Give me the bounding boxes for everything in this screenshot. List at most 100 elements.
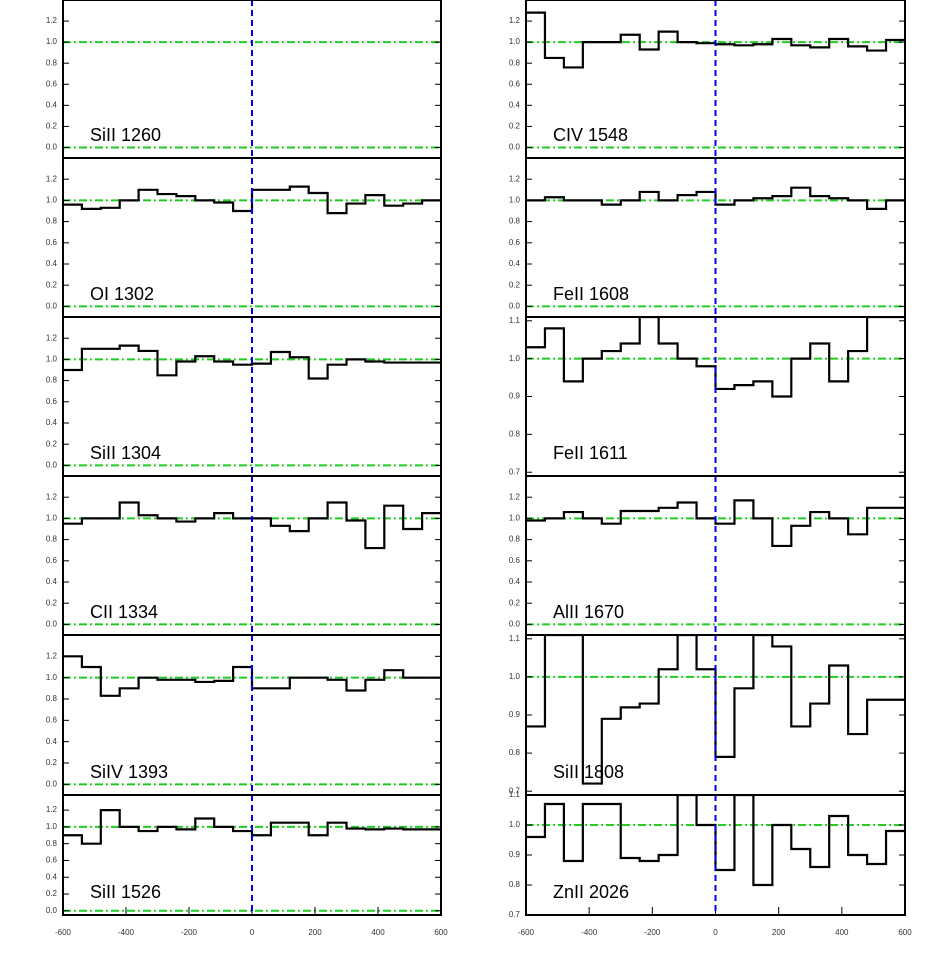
y-tick-label: 1.2 <box>509 16 521 25</box>
y-tick-label: 1.1 <box>509 790 521 799</box>
panel-frame <box>525 794 906 916</box>
line-label: CII 1334 <box>90 602 158 622</box>
x-tick-label: 200 <box>772 928 786 937</box>
y-tick-label: 1.2 <box>46 16 58 25</box>
y-tick-label: 1.0 <box>509 354 521 363</box>
x-tick-label: -600 <box>518 928 535 937</box>
line-label: SiII 1260 <box>90 125 161 145</box>
y-tick-label: 1.2 <box>509 492 521 501</box>
y-tick-label: 0.2 <box>46 122 58 131</box>
y-tick-label: 0.2 <box>46 598 58 607</box>
panel-frame <box>62 794 442 916</box>
y-tick-label: 0.0 <box>46 143 58 152</box>
y-tick-label: 0.0 <box>509 620 521 629</box>
y-tick-label: 0.8 <box>509 429 521 438</box>
y-tick-label: 0.2 <box>46 889 58 898</box>
y-tick-label: 0.0 <box>46 906 58 915</box>
line-label: SiII 1526 <box>90 882 161 902</box>
x-tick-label: 400 <box>371 928 385 937</box>
y-tick-label: 0.4 <box>509 259 521 268</box>
y-tick-label: 0.9 <box>509 392 521 401</box>
y-tick-label: 0.8 <box>509 748 521 757</box>
y-tick-label: 1.0 <box>509 514 521 523</box>
y-tick-label: 1.2 <box>46 651 58 660</box>
y-tick-label: 0.8 <box>46 217 58 226</box>
y-tick-label: 0.4 <box>509 577 521 586</box>
spectrum-step <box>63 809 441 845</box>
y-tick-label: 1.0 <box>46 37 58 46</box>
y-tick-label: 0.4 <box>46 737 58 746</box>
y-tick-label: 0.9 <box>509 850 521 859</box>
y-tick-label: 1.0 <box>46 514 58 523</box>
y-tick-label: 0.6 <box>509 79 521 88</box>
y-tick-label: 0.6 <box>509 238 521 247</box>
y-tick-label: 0.2 <box>509 280 521 289</box>
line-label: ZnII 2026 <box>553 882 629 902</box>
x-tick-label: -600 <box>55 928 72 937</box>
y-tick-label: 0.7 <box>509 786 521 795</box>
y-tick-label: 0.2 <box>509 122 521 131</box>
x-tick-label: 200 <box>308 928 322 937</box>
y-tick-label: 0.9 <box>509 710 521 719</box>
x-tick-label: 600 <box>434 928 448 937</box>
y-tick-label: 1.0 <box>509 196 521 205</box>
line-label: FeII 1608 <box>553 284 629 304</box>
y-tick-label: 1.2 <box>46 333 58 342</box>
y-tick-label: 1.1 <box>509 316 521 325</box>
y-tick-label: 0.6 <box>46 397 58 406</box>
spectrum-step <box>63 344 441 380</box>
y-tick-label: 0.6 <box>46 79 58 88</box>
line-label: SiIV 1393 <box>90 762 168 782</box>
y-tick-label: 0.8 <box>46 694 58 703</box>
y-tick-label: 0.4 <box>46 872 58 881</box>
y-tick-label: 0.2 <box>509 598 521 607</box>
line-label: AlII 1670 <box>553 602 624 622</box>
y-tick-label: 0.6 <box>509 556 521 565</box>
y-tick-label: 0.8 <box>509 58 521 67</box>
spectrum-step <box>526 635 905 785</box>
y-tick-label: 0.0 <box>46 461 58 470</box>
y-tick-label: 0.0 <box>46 779 58 788</box>
y-tick-label: 0.4 <box>46 577 58 586</box>
x-tick-label: 400 <box>835 928 849 937</box>
y-tick-label: 1.1 <box>509 634 521 643</box>
y-tick-label: 1.0 <box>46 196 58 205</box>
y-tick-label: 0.6 <box>46 238 58 247</box>
x-tick-label: -200 <box>181 928 198 937</box>
spectrum-step <box>526 317 905 398</box>
y-tick-label: 0.4 <box>46 100 58 109</box>
y-tick-label: 1.2 <box>509 174 521 183</box>
y-tick-label: 0.8 <box>46 839 58 848</box>
y-tick-label: 0.6 <box>46 715 58 724</box>
y-tick-label: 0.7 <box>509 467 521 476</box>
spectrum-step <box>526 186 905 210</box>
spectrum-step <box>63 655 441 697</box>
line-label: SiII 1304 <box>90 443 161 463</box>
y-tick-label: 0.0 <box>46 620 58 629</box>
y-tick-label: 0.2 <box>46 758 58 767</box>
y-tick-label: 0.6 <box>46 556 58 565</box>
y-tick-label: 0.0 <box>509 302 521 311</box>
x-tick-label: 600 <box>898 928 912 937</box>
spectrum-step <box>63 501 441 550</box>
y-tick-label: 1.0 <box>509 672 521 681</box>
y-tick-label: 0.6 <box>46 856 58 865</box>
y-tick-label: 1.0 <box>46 355 58 364</box>
y-tick-label: 1.0 <box>46 673 58 682</box>
line-label: SiII 1808 <box>553 762 624 782</box>
y-tick-label: 0.0 <box>46 302 58 311</box>
y-tick-label: 0.8 <box>509 535 521 544</box>
y-tick-label: 0.4 <box>509 100 521 109</box>
x-tick-label: -400 <box>581 928 598 937</box>
y-tick-label: 0.8 <box>46 58 58 67</box>
y-tick-label: 0.2 <box>46 280 58 289</box>
y-tick-label: 1.2 <box>46 174 58 183</box>
y-tick-label: 0.7 <box>509 910 521 919</box>
line-label: OI 1302 <box>90 284 154 304</box>
y-tick-label: 0.4 <box>46 259 58 268</box>
y-tick-label: 0.8 <box>509 217 521 226</box>
x-tick-label: 0 <box>250 928 255 937</box>
y-tick-label: 0.8 <box>509 880 521 889</box>
y-tick-label: 1.0 <box>509 37 521 46</box>
